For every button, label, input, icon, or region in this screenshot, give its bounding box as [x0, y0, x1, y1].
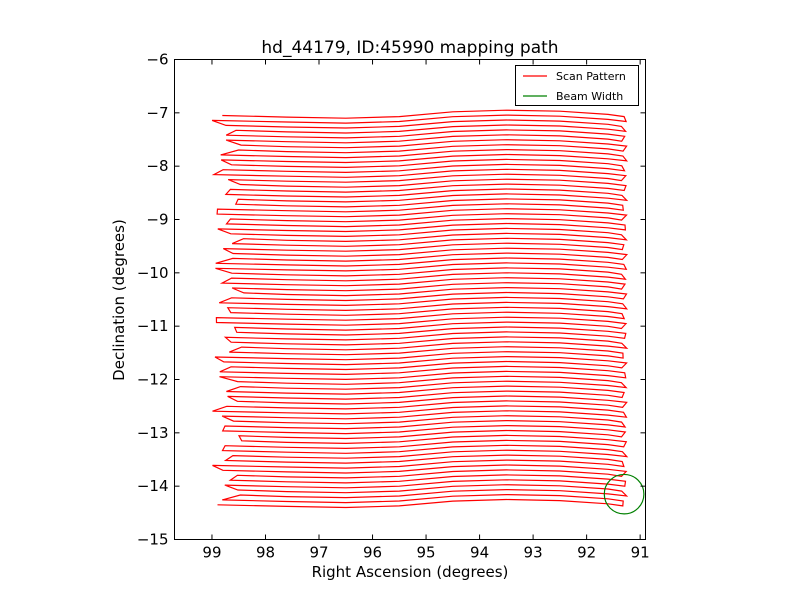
x-axis-label: Right Ascension (degrees) — [312, 563, 509, 581]
legend: Scan Pattern Beam Width — [515, 65, 639, 106]
y-tick-label: −11 — [137, 317, 169, 335]
y-axis-label: Declination (degrees) — [110, 219, 128, 381]
axis-ticks: 99 98 97 96 95 94 93 92 91 −6 −7 −8 −9 −10 −11 −12 −13 −1… — [137, 51, 650, 562]
y-tick-label: −6 — [146, 51, 168, 69]
y-tick-label: −10 — [137, 264, 169, 282]
y-tick-label: −15 — [137, 531, 169, 549]
beam-width-circle — [603, 473, 645, 515]
y-tick-label: −7 — [146, 104, 168, 122]
x-tick-label: 99 — [202, 544, 221, 562]
plot-area — [211, 109, 645, 515]
x-tick-label: 93 — [524, 544, 543, 562]
x-tick-label: 94 — [470, 544, 489, 562]
y-tick-label: −13 — [137, 424, 169, 442]
legend-label-scan-pattern: Scan Pattern — [556, 70, 626, 83]
x-tick-label: 91 — [631, 544, 650, 562]
x-tick-label: 98 — [256, 544, 275, 562]
chart-title: hd_44179, ID:45990 mapping path — [261, 38, 558, 58]
plot-frame — [174, 59, 646, 540]
legend-box — [515, 65, 639, 106]
y-tick-label: −12 — [137, 371, 169, 389]
scan-pattern-line — [211, 109, 629, 509]
y-tick-label: −9 — [146, 211, 168, 229]
y-tick-label: −8 — [146, 157, 168, 175]
x-tick-label: 96 — [363, 544, 382, 562]
x-tick-label: 97 — [309, 544, 328, 562]
x-tick-label: 95 — [417, 544, 436, 562]
legend-label-beam-width: Beam Width — [556, 90, 623, 103]
y-tick-label: −14 — [137, 477, 169, 495]
x-tick-label: 92 — [577, 544, 596, 562]
